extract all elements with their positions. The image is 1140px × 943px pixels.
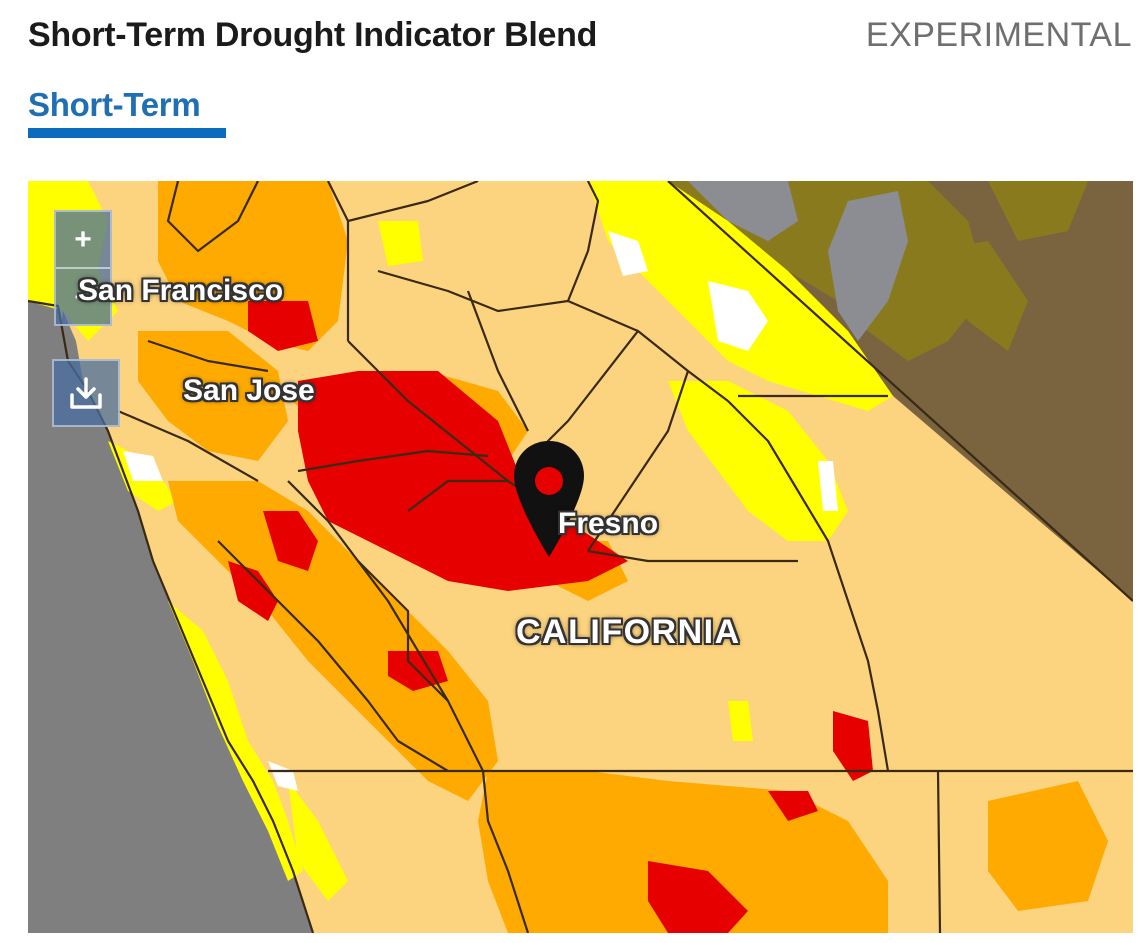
download-icon (70, 377, 102, 409)
zoom-control: + – (54, 210, 112, 326)
zoom-out-button[interactable]: – (74, 279, 92, 313)
map-pin-icon[interactable] (512, 439, 586, 559)
label-california: CALIFORNIA (516, 613, 741, 651)
page-title: Short-Term Drought Indicator Blend (28, 16, 598, 54)
map-layer (28, 181, 1133, 933)
label-san-jose: San Jose (183, 374, 315, 407)
drought-map[interactable]: + – San Francisco San Jose Fresno CALIFO… (28, 181, 1133, 933)
label-fresno: Fresno (558, 507, 659, 540)
zoom-divider (56, 267, 110, 269)
download-button[interactable] (52, 359, 120, 427)
tab-short-term[interactable]: Short-Term (28, 86, 201, 123)
experimental-badge: EXPERIMENTAL (865, 16, 1132, 54)
zoom-in-button[interactable]: + (74, 222, 92, 256)
active-tab-indicator (28, 128, 226, 138)
label-san-francisco: San Francisco (78, 274, 284, 307)
